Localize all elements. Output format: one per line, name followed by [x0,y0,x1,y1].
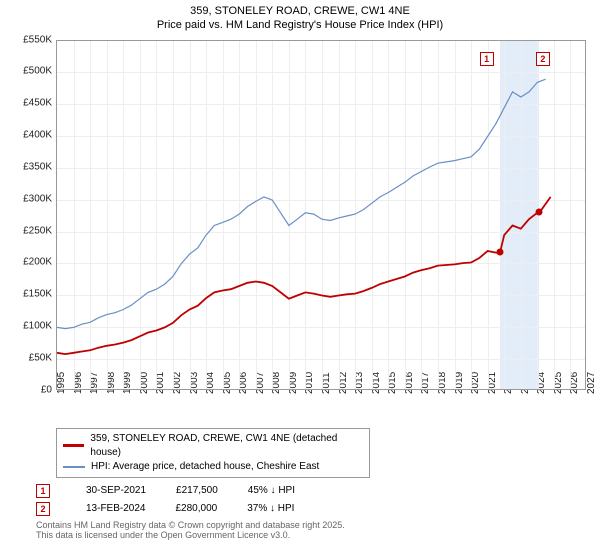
data-point-dot [497,249,504,256]
data-point-dot [536,209,543,216]
row-price: £280,000 [175,503,217,514]
footer-note: Contains HM Land Registry data © Crown c… [36,520,592,542]
row-date: 30-SEP-2021 [86,485,146,496]
marker-badge: 2 [36,502,50,516]
y-tick-label: £500K [23,66,52,77]
legend-item: 359, STONELEY ROAD, CREWE, CW1 4NE (deta… [63,432,363,460]
legend-swatch [63,444,84,447]
legend-label: 359, STONELEY ROAD, CREWE, CW1 4NE (deta… [90,432,363,460]
y-tick-label: £300K [23,193,52,204]
y-tick-label: £150K [23,289,52,300]
footer-line1: Contains HM Land Registry data © Crown c… [36,520,592,531]
footer-line2: This data is licensed under the Open Gov… [36,530,592,541]
legend-swatch [63,466,85,468]
table-row: 2 13-FEB-2024 £280,000 37% ↓ HPI [36,502,592,516]
y-tick-label: £550K [23,34,52,45]
chart-title: 359, STONELEY ROAD, CREWE, CW1 4NE Price… [8,4,592,33]
y-tick-label: £200K [23,257,52,268]
y-tick-label: £400K [23,130,52,141]
marker-badge: 1 [36,484,50,498]
legend: 359, STONELEY ROAD, CREWE, CW1 4NE (deta… [56,428,370,478]
legend-item: HPI: Average price, detached house, Ches… [63,460,363,474]
chart-area: £0 £50K £100K £150K £200K £250K £300K £350K £400… [8,36,592,426]
plot-area [56,40,586,390]
row-delta: 45% ↓ HPI [248,485,295,496]
row-price: £217,500 [176,485,218,496]
row-date: 13-FEB-2024 [86,503,145,514]
title-line1: 359, STONELEY ROAD, CREWE, CW1 4NE [8,4,592,18]
legend-label: HPI: Average price, detached house, Ches… [91,460,319,474]
y-tick-label: £250K [23,225,52,236]
line-series [57,41,587,391]
y-tick-label: £50K [29,352,52,363]
data-table: 1 30-SEP-2021 £217,500 45% ↓ HPI 2 13-FE… [36,484,592,516]
y-tick-label: £450K [23,98,52,109]
row-delta: 37% ↓ HPI [247,503,294,514]
series-price-paid [57,196,551,353]
y-tick-label: £350K [23,161,52,172]
marker-label-box: 1 [480,52,494,66]
y-tick-label: £0 [41,384,52,395]
table-row: 1 30-SEP-2021 £217,500 45% ↓ HPI [36,484,592,498]
marker-label-box: 2 [536,52,550,66]
title-line2: Price paid vs. HM Land Registry's House … [8,18,592,32]
chart-container: 359, STONELEY ROAD, CREWE, CW1 4NE Price… [0,0,600,560]
y-tick-label: £100K [23,320,52,331]
x-tick-label: 2027 [586,371,597,393]
series-hpi [57,79,546,328]
